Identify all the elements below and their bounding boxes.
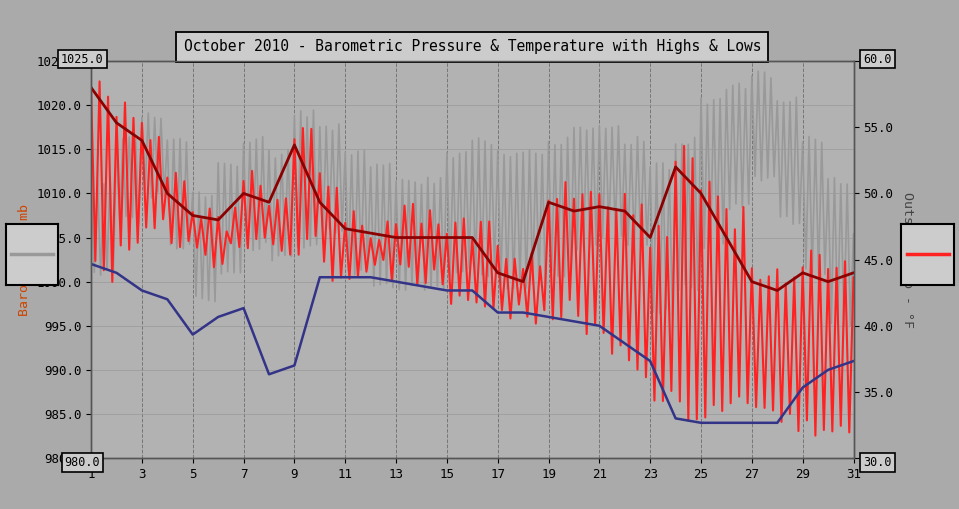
Text: 60.0: 60.0 xyxy=(863,52,892,66)
Y-axis label: Barometer - mb: Barometer - mb xyxy=(18,204,31,316)
Text: 980.0: 980.0 xyxy=(64,456,101,469)
Y-axis label: Outside Temp - °F: Outside Temp - °F xyxy=(901,191,914,328)
Text: 30.0: 30.0 xyxy=(863,456,892,469)
Title: October 2010 - Barometric Pressure & Temperature with Highs & Lows: October 2010 - Barometric Pressure & Tem… xyxy=(183,39,761,54)
Text: 1025.0: 1025.0 xyxy=(61,52,104,66)
